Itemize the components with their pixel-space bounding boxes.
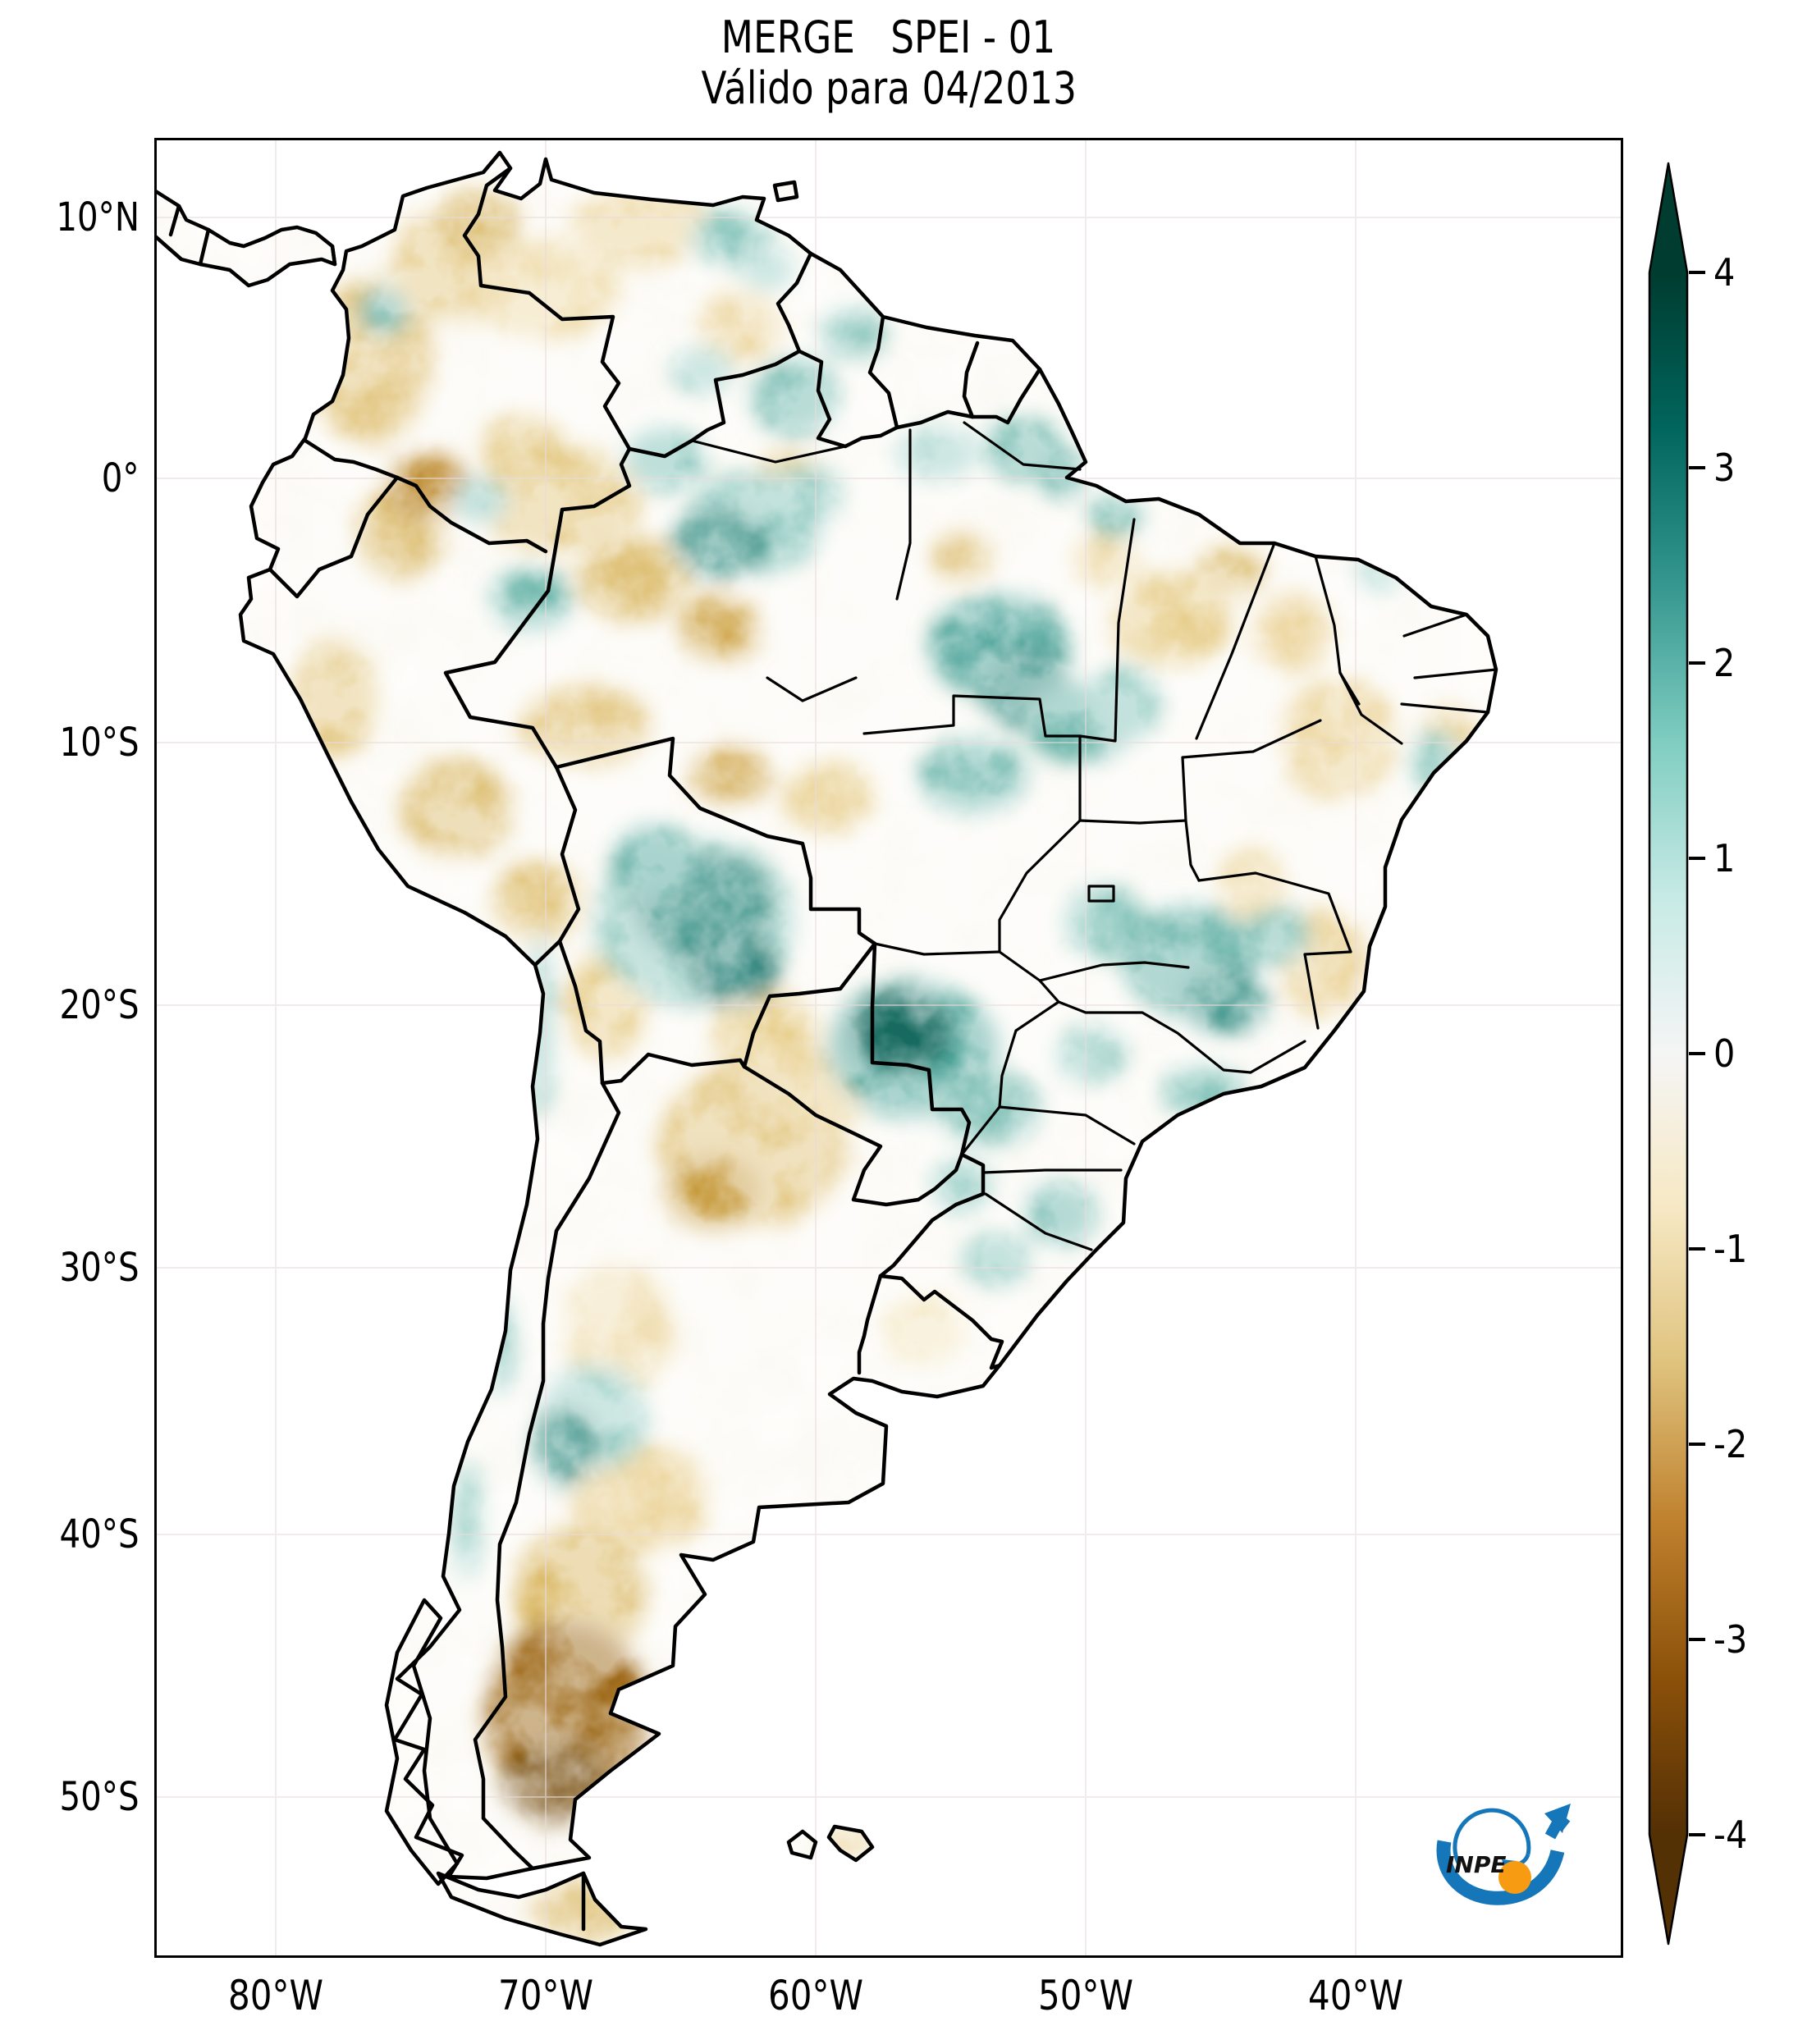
south-america-map xyxy=(152,138,1623,1958)
inpe-wave-circle xyxy=(1453,1808,1531,1866)
lon-tick-label: 80°W xyxy=(228,1972,323,2019)
inpe-arrow-shaft xyxy=(1544,1811,1571,1840)
lat-tick-label: 20°S xyxy=(59,982,140,1028)
map-frame xyxy=(154,138,1623,1958)
colorbar-tick-label: 4 xyxy=(1713,250,1736,295)
colorbar-tick xyxy=(1689,466,1705,469)
lat-tick-label: 40°S xyxy=(59,1511,140,1557)
colorbar-tick-label: -3 xyxy=(1713,1617,1748,1662)
inpe-logo-text: INPE xyxy=(1446,1851,1507,1878)
lon-tick-label: 70°W xyxy=(498,1972,593,2019)
colorbar-tick-label: 1 xyxy=(1713,836,1736,880)
colorbar-tick-label: 0 xyxy=(1713,1031,1736,1076)
inpe-swoosh xyxy=(1436,1840,1565,1905)
colorbar: 4 3 2 1 0 -1 -2 -3 -4 xyxy=(1648,160,1798,1950)
lat-tick-label: 10°N xyxy=(56,194,140,240)
land-layer xyxy=(154,153,1496,1945)
state-borders xyxy=(690,421,1498,1251)
colorbar-bar xyxy=(1648,162,1689,1946)
lat-tick-label: 0° xyxy=(102,455,140,501)
colorbar-tick xyxy=(1689,1052,1705,1055)
colorbar-tick xyxy=(1689,1247,1705,1251)
country-borders xyxy=(168,166,1042,1932)
colorbar-tick xyxy=(1689,271,1705,274)
colorbar-tick xyxy=(1689,1443,1705,1446)
lat-tick-label: 30°S xyxy=(59,1245,140,1291)
raster-noise-texture xyxy=(154,153,1496,1945)
coastlines xyxy=(152,150,1498,1947)
lat-tick-label: 10°S xyxy=(59,720,140,766)
map-area xyxy=(152,138,1623,1958)
colorbar-tick xyxy=(1689,1638,1705,1641)
map-subtitle-text: Válido para 04/2013 xyxy=(701,62,1077,114)
colorbar-tick xyxy=(1689,661,1705,665)
inpe-sun xyxy=(1498,1861,1531,1894)
colorbar-tick-label: 2 xyxy=(1713,641,1736,685)
colorbar-gradient-shape xyxy=(1648,162,1689,1946)
map-title: MERGE SPEI - 01 xyxy=(154,11,1623,63)
lon-tick-label: 50°W xyxy=(1038,1972,1133,2019)
colorbar-tick-label: 3 xyxy=(1713,446,1736,490)
colorbar-tick xyxy=(1689,1833,1705,1836)
lon-tick-label: 40°W xyxy=(1308,1972,1403,2019)
colorbar-tick-label: -2 xyxy=(1713,1422,1748,1466)
lon-tick-label: 60°W xyxy=(768,1972,863,2019)
lat-tick-label: 50°S xyxy=(59,1774,140,1820)
colorbar-tick-label: -1 xyxy=(1713,1227,1748,1271)
map-title-text: MERGE SPEI - 01 xyxy=(721,11,1056,63)
inpe-logo: INPE xyxy=(1436,1804,1571,1905)
colorbar-tick-label: -4 xyxy=(1713,1813,1748,1857)
map-subtitle: Válido para 04/2013 xyxy=(154,62,1623,114)
colorbar-tick xyxy=(1689,857,1705,860)
